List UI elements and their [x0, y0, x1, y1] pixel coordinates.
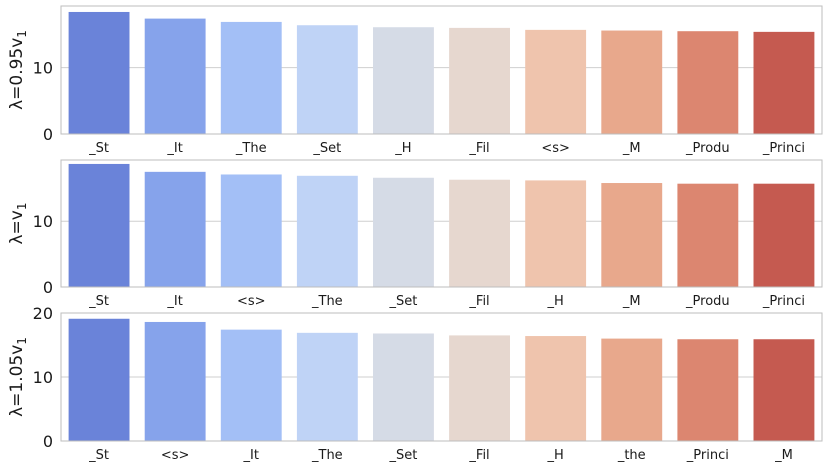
bar-2-4 — [296, 175, 358, 287]
chart-panel-2: _St _It <s> _The _Set _Fil _H _M _Produ _Princi 0 1… — [7, 159, 823, 309]
bar-2-9 — [677, 183, 739, 287]
bar-3-10 — [753, 339, 815, 441]
ylabel-3: λ=1.05v1 — [7, 337, 29, 417]
xtick-label-3-6: _Fil — [468, 448, 489, 463]
xtick-label-2-8: _M — [622, 294, 641, 309]
bar-3-3 — [220, 329, 282, 441]
bar-3-5 — [373, 333, 434, 441]
ytick-label-2-0: 0 — [43, 278, 53, 297]
ytick-label-2-1: 10 — [33, 212, 53, 231]
ylabel-subscript-2: 1 — [15, 202, 29, 210]
xtick-label-2-5: _Set — [389, 294, 418, 309]
ytick-label-1-1: 10 — [33, 59, 53, 78]
xtick-label-2-2: _It — [166, 294, 182, 309]
ytick-label-3-1: 10 — [33, 368, 53, 387]
chart-panel-3: _St <s> _It _The _Set _Fil _H _the _Princi _M 0 10 2… — [7, 304, 823, 463]
ylabel-base-2: λ=v — [7, 210, 27, 244]
ylabel-base-1: λ=0.95v — [7, 38, 27, 110]
bar-1-10 — [753, 31, 815, 135]
ylabel-base-3: λ=1.05v — [7, 345, 27, 417]
xtick-label-2-3: <s> — [237, 294, 266, 309]
bar-2-10 — [753, 183, 815, 287]
xtick-label-1-10: _Princi — [762, 141, 805, 156]
ytick-label-1-0: 0 — [43, 125, 53, 144]
xtick-label-3-8: _the — [617, 448, 646, 463]
bar-3-7 — [525, 336, 587, 441]
ytick-label-3-0: 0 — [43, 432, 53, 451]
xtick-label-2-6: _Fil — [468, 294, 489, 309]
xtick-label-3-1: _St — [88, 448, 109, 463]
xtick-label-3-5: _Set — [389, 448, 418, 463]
axes-frame-2 — [60, 159, 823, 288]
bar-3-4 — [296, 332, 358, 441]
axes-frame-3 — [60, 312, 823, 442]
chart-panel-1: _St _It _The _Set _H _Fil <s> _M _Produ _Princi 0 1… — [7, 5, 823, 156]
axes-frame-1 — [60, 5, 823, 135]
bar-2-8 — [601, 183, 663, 287]
xtick-label-1-3: _The — [235, 141, 267, 156]
bar-1-6 — [449, 27, 510, 135]
xtick-label-3-10: _M — [774, 448, 793, 463]
bar-2-1 — [68, 163, 130, 287]
bar-3-6 — [449, 335, 510, 441]
xtick-label-1-8: _M — [622, 141, 641, 156]
bar-3-9 — [677, 339, 739, 441]
bar-2-6 — [449, 179, 510, 287]
ylabel-1: λ=0.95v1 — [7, 30, 29, 110]
xtick-label-2-7: _H — [547, 294, 564, 309]
bar-2-2 — [144, 171, 206, 287]
ytick-label-3-2: 20 — [33, 304, 53, 323]
xtick-label-1-2: _It — [166, 141, 182, 156]
xtick-label-1-4: _Set — [312, 141, 341, 156]
xtick-label-3-4: _The — [311, 448, 343, 463]
xtick-label-3-2: <s> — [161, 448, 190, 463]
bar-3-1 — [68, 318, 130, 441]
bar-1-7 — [525, 29, 587, 134]
bar-3-2 — [144, 321, 206, 441]
bar-1-8 — [601, 30, 663, 134]
xtick-label-2-4: _The — [311, 294, 343, 309]
xtick-label-2-1: _St — [88, 294, 109, 309]
xtick-label-1-6: _Fil — [468, 141, 489, 156]
ylabel-subscript-3: 1 — [15, 337, 29, 345]
bar-1-3 — [220, 21, 282, 134]
xtick-label-1-9: _Produ — [685, 141, 730, 156]
ylabel-2: λ=v1 — [7, 202, 29, 244]
bar-1-9 — [677, 31, 739, 134]
xtick-label-3-7: _H — [547, 448, 564, 463]
xtick-label-3-9: _Princi — [686, 448, 729, 463]
bar-2-5 — [373, 177, 434, 287]
ylabel-subscript-1: 1 — [15, 30, 29, 38]
bar-2-7 — [525, 180, 587, 287]
bar-1-1 — [68, 11, 130, 135]
bar-2-3 — [220, 174, 282, 287]
xtick-label-3-3: _It — [243, 448, 259, 463]
xtick-label-1-1: _St — [88, 141, 109, 156]
bar-1-5 — [373, 27, 434, 135]
bar-1-4 — [296, 25, 358, 134]
xtick-label-2-10: _Princi — [762, 294, 805, 309]
xtick-label-2-9: _Produ — [685, 294, 730, 309]
xtick-label-1-5: _H — [394, 141, 411, 156]
bar-3-8 — [601, 338, 663, 441]
bar-1-2 — [144, 18, 206, 134]
xtick-label-1-7: <s> — [541, 141, 570, 156]
